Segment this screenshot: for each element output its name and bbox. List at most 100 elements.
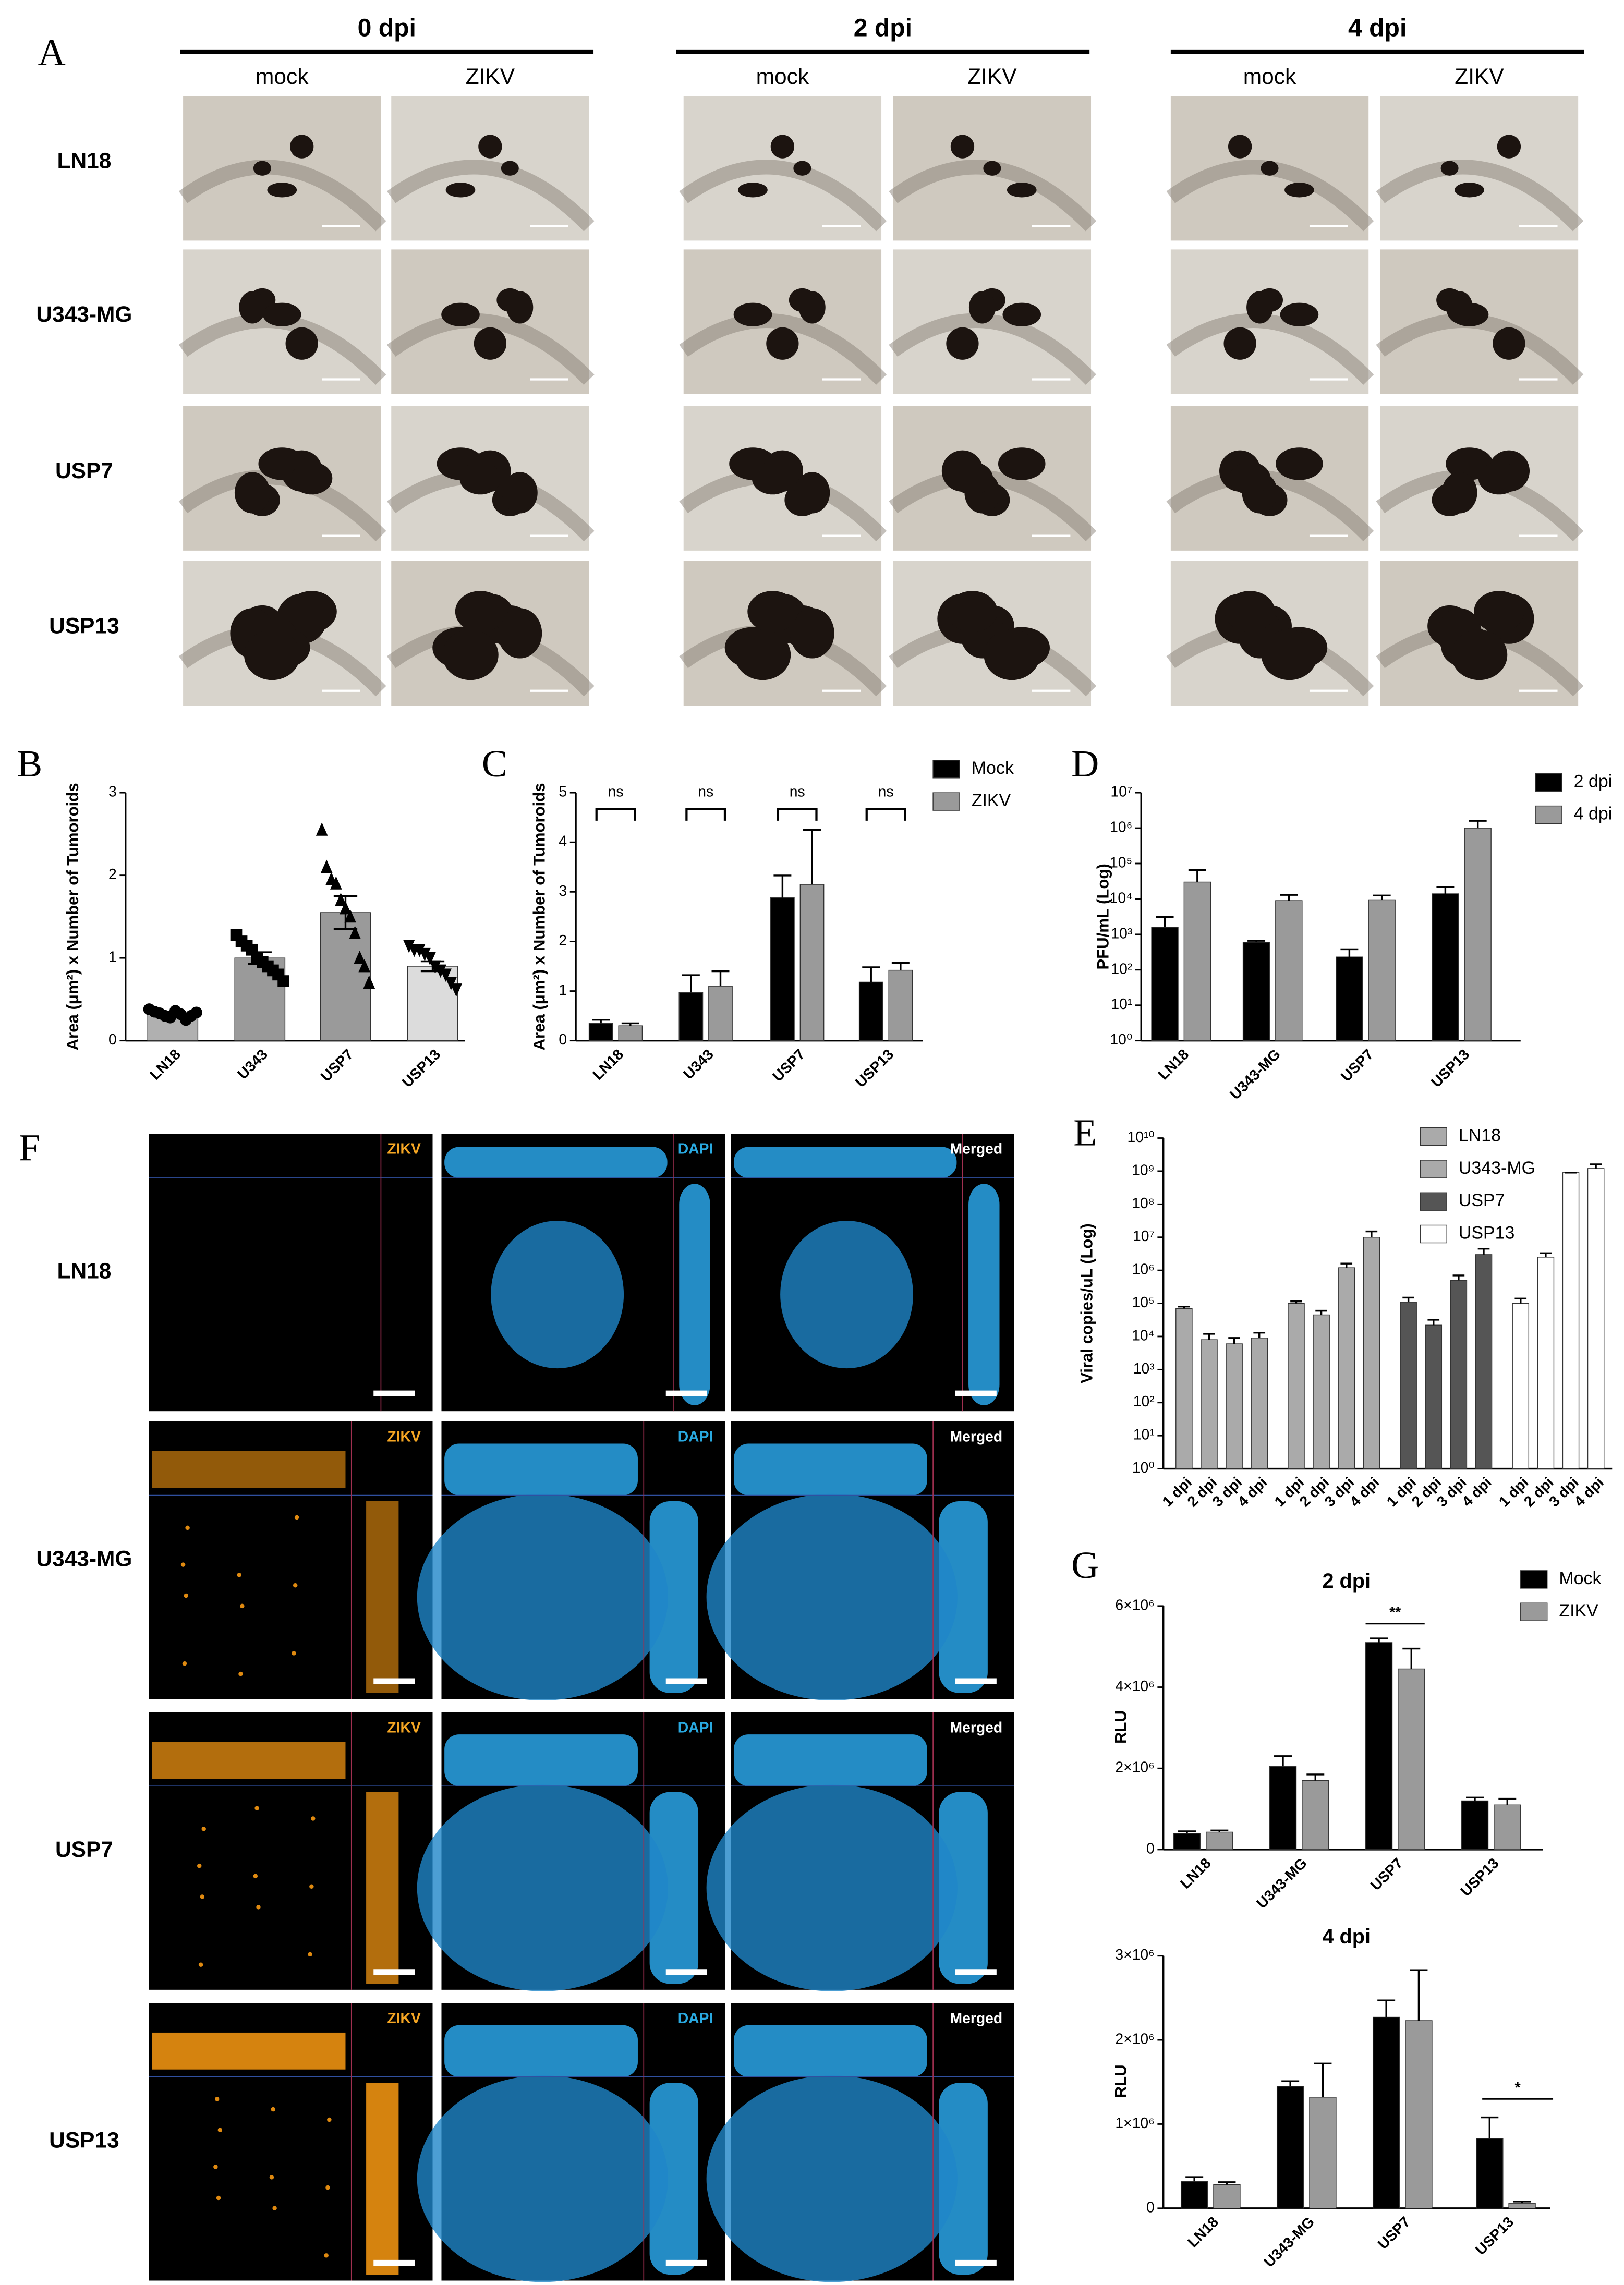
tumoroid	[1229, 462, 1271, 495]
bar	[320, 912, 371, 1041]
data-point	[349, 926, 361, 939]
tumoroid	[1446, 291, 1473, 324]
confocal-image	[441, 1134, 725, 1412]
tumoroid	[1246, 291, 1274, 324]
signal	[217, 2128, 223, 2133]
y-tick-label: 6×10⁶	[1115, 1596, 1154, 1613]
row-label: USP7	[55, 1837, 113, 1862]
tumoroid	[790, 608, 834, 659]
timepoint-header: 0 dpi	[358, 14, 416, 42]
significance-bracket	[865, 808, 906, 821]
micrograph	[889, 95, 1097, 241]
data-point	[358, 958, 371, 973]
bar	[1226, 1343, 1243, 1469]
timepoint-header: 2 dpi	[854, 14, 912, 42]
bar	[1400, 1302, 1417, 1469]
tumoroid-section	[780, 1221, 913, 1369]
significance-bracket	[685, 808, 726, 821]
top-projection	[444, 1147, 668, 1178]
bar	[1288, 1303, 1305, 1469]
tumoroid	[998, 447, 1046, 480]
legend-swatch	[1535, 773, 1562, 792]
channel-label: Merged	[950, 1140, 1003, 1157]
micrograph	[178, 561, 386, 706]
bar	[1242, 942, 1270, 1041]
micrograph	[386, 561, 595, 706]
tumoroid	[1007, 183, 1037, 198]
tumoroid	[442, 629, 499, 680]
channel-label: Merged	[950, 1719, 1003, 1735]
bar	[708, 986, 733, 1041]
tumoroid	[234, 472, 270, 514]
data-point	[440, 968, 452, 982]
micrograph-rim	[1166, 313, 1374, 385]
tumoroid	[1497, 135, 1521, 159]
side-projection	[649, 1792, 699, 1984]
tumoroid-section	[417, 2075, 669, 2282]
chart-title: 4 dpi	[1322, 1925, 1370, 1948]
micrograph-rim	[679, 313, 887, 385]
bar	[1269, 1766, 1297, 1850]
tumoroid	[770, 135, 795, 159]
micrograph	[1166, 561, 1374, 706]
bar	[1432, 893, 1459, 1041]
tumoroid	[459, 462, 501, 495]
y-tick-label: 4×10⁶	[1115, 1678, 1154, 1694]
tumoroid	[506, 291, 534, 324]
side-projection	[939, 1501, 988, 1693]
tumoroid-section	[491, 1221, 624, 1369]
side-projection	[649, 2083, 699, 2275]
data-point	[354, 951, 366, 964]
bar	[1175, 1308, 1193, 1469]
channel-label: DAPI	[678, 1140, 713, 1157]
tumoroid	[286, 591, 337, 633]
signal	[325, 2185, 330, 2190]
side-projection	[366, 2083, 399, 2275]
micrograph	[889, 249, 1097, 394]
micrograph	[679, 406, 887, 551]
y-tick-label: 2	[559, 932, 567, 949]
significance-label: ns	[790, 783, 805, 800]
micrograph	[1166, 95, 1374, 241]
data-point	[340, 901, 352, 915]
signal	[292, 1651, 296, 1656]
confocal-image	[706, 2003, 1014, 2282]
signal	[213, 2165, 218, 2169]
top-projection	[733, 2025, 927, 2077]
bar	[1173, 1833, 1201, 1850]
data-point	[277, 975, 289, 987]
data-point	[403, 940, 415, 953]
row-label: LN18	[57, 1258, 112, 1283]
bar	[799, 884, 825, 1041]
micrograph	[386, 249, 595, 394]
panel-label: C	[482, 742, 507, 785]
bar	[1398, 1668, 1425, 1850]
top-projection	[152, 1742, 346, 1779]
tumoroid	[1280, 302, 1319, 326]
condition-header: mock	[1243, 64, 1296, 89]
signal	[216, 2195, 221, 2201]
tumoroid	[474, 327, 507, 360]
y-tick-label: 10⁴	[1132, 1327, 1155, 1343]
tumoroid	[1225, 591, 1275, 633]
tumoroid	[1440, 161, 1459, 176]
y-tick-label: 10⁰	[1110, 1031, 1132, 1048]
tumoroid	[752, 462, 794, 495]
y-tick-label: 0	[559, 1031, 567, 1048]
micrograph-rim	[178, 160, 386, 232]
tumoroid	[478, 135, 502, 159]
signal	[324, 2253, 329, 2258]
bar	[1183, 881, 1211, 1041]
signal	[294, 1515, 299, 1520]
bar	[588, 1023, 613, 1041]
tumoroid	[1474, 591, 1524, 633]
y-tick-label: 10⁵	[1132, 1294, 1155, 1310]
y-tick-label: 10⁸	[1132, 1195, 1154, 1211]
signal	[237, 1573, 241, 1577]
signal	[214, 2097, 220, 2101]
y-tick-label: 1	[108, 949, 117, 965]
y-tick-label: 0	[1146, 1840, 1155, 1856]
row-label: USP13	[49, 2128, 119, 2153]
confocal-image	[149, 1421, 433, 1699]
